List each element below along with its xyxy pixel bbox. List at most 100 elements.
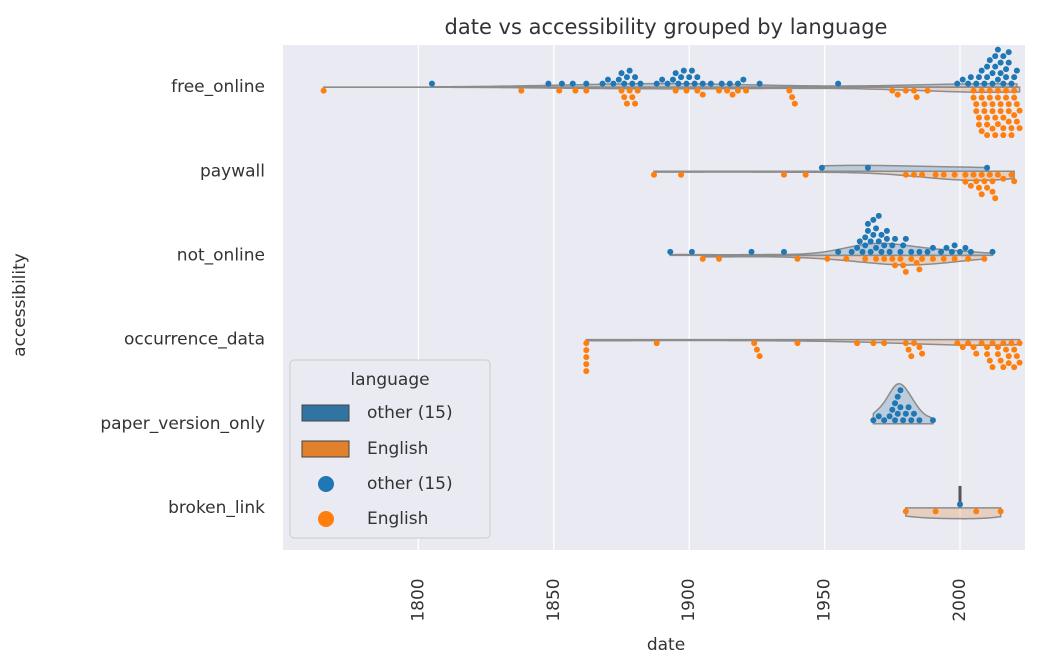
- point: [786, 87, 793, 94]
- point: [583, 368, 590, 375]
- point: [975, 184, 982, 191]
- point: [965, 340, 972, 347]
- point: [910, 87, 917, 94]
- point: [916, 417, 923, 424]
- point: [878, 248, 885, 255]
- point: [686, 74, 693, 81]
- point: [910, 171, 917, 178]
- point: [1005, 360, 1012, 367]
- point: [908, 248, 915, 255]
- point: [583, 340, 590, 347]
- point: [978, 94, 985, 101]
- point: [672, 87, 679, 94]
- legend-label: English: [367, 509, 428, 529]
- point: [867, 248, 874, 255]
- point: [780, 171, 787, 178]
- point: [910, 410, 917, 417]
- point: [824, 255, 831, 262]
- point: [889, 242, 896, 249]
- point: [973, 101, 980, 108]
- point: [1013, 353, 1020, 360]
- point: [659, 76, 666, 83]
- point: [929, 255, 936, 262]
- point: [957, 501, 964, 508]
- point: [902, 508, 909, 515]
- point: [683, 80, 690, 87]
- point: [924, 87, 931, 94]
- point: [894, 393, 901, 400]
- point: [848, 248, 855, 255]
- point: [981, 255, 988, 262]
- point: [1011, 178, 1018, 185]
- point: [1003, 87, 1010, 94]
- point: [862, 255, 869, 262]
- point: [743, 87, 750, 94]
- point: [651, 171, 657, 178]
- x-tick-label: 1850: [544, 578, 564, 621]
- point: [818, 164, 825, 171]
- point: [1008, 171, 1015, 178]
- x-tick-label: 1900: [679, 578, 699, 621]
- point: [604, 76, 611, 83]
- point: [870, 417, 877, 424]
- point: [854, 244, 861, 251]
- point: [997, 508, 1004, 515]
- point: [973, 80, 980, 87]
- point: [881, 340, 888, 347]
- point: [948, 248, 955, 255]
- point: [900, 262, 907, 269]
- point: [1005, 101, 1012, 108]
- point: [583, 354, 590, 361]
- legend-marker: [318, 476, 334, 492]
- point: [897, 404, 904, 411]
- point: [1000, 53, 1007, 60]
- point: [583, 347, 590, 354]
- point: [694, 87, 701, 94]
- point: [959, 344, 966, 351]
- point: [984, 132, 991, 139]
- point: [994, 171, 1001, 178]
- point: [881, 242, 888, 249]
- point: [967, 74, 974, 81]
- point: [870, 216, 877, 223]
- point: [902, 410, 909, 417]
- point: [929, 417, 936, 424]
- point: [873, 255, 880, 262]
- point: [962, 178, 969, 185]
- point: [905, 404, 912, 411]
- point: [583, 87, 590, 94]
- point: [924, 248, 931, 255]
- point: [1008, 125, 1015, 132]
- point: [558, 80, 565, 87]
- point: [791, 100, 798, 107]
- point: [667, 248, 674, 255]
- point: [986, 357, 993, 364]
- point: [965, 80, 972, 87]
- y-tick-label: not_online: [177, 245, 265, 265]
- point: [618, 70, 625, 77]
- point: [675, 80, 682, 87]
- point: [989, 70, 996, 77]
- point: [989, 178, 996, 185]
- point: [954, 80, 961, 87]
- point: [629, 94, 636, 101]
- point: [1005, 108, 1012, 115]
- point: [965, 255, 972, 262]
- point: [938, 248, 945, 255]
- point: [1008, 132, 1015, 139]
- point: [916, 248, 923, 255]
- point: [989, 125, 996, 132]
- point: [984, 114, 991, 121]
- point: [726, 80, 733, 87]
- point: [688, 67, 695, 74]
- point: [864, 164, 871, 171]
- point: [320, 87, 327, 94]
- point: [902, 235, 909, 242]
- point: [978, 67, 985, 74]
- point: [1005, 59, 1012, 66]
- point: [962, 244, 969, 251]
- point: [794, 255, 801, 262]
- point: [883, 227, 890, 234]
- point: [615, 76, 622, 83]
- point: [1000, 80, 1007, 87]
